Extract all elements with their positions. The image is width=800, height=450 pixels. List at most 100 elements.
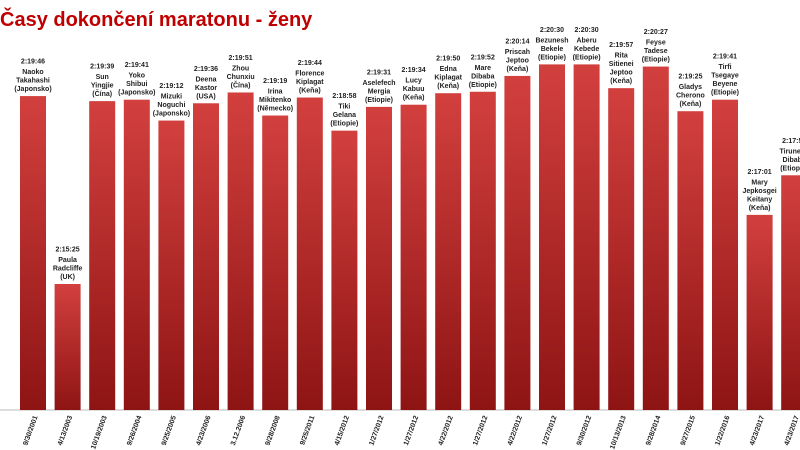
bar-annotation: Feyse	[646, 40, 666, 47]
bar	[158, 120, 185, 410]
bar-annotation: (Japonsko)	[153, 111, 190, 118]
value-label: 2:19:51	[229, 55, 253, 62]
bar-annotation: (Keňa)	[749, 205, 771, 212]
bar	[331, 130, 358, 410]
x-tick-label: 10/19/2003	[90, 415, 109, 450]
x-tick-label: 4/23/2017	[784, 415, 800, 447]
bar-annotation: Mergia	[368, 88, 391, 95]
bar-annotation: (Japonsko)	[118, 90, 155, 97]
value-label: 2:19:36	[194, 66, 218, 73]
bar-annotation: (Etiopie)	[538, 54, 566, 61]
chart-title: Časy dokončení maratonu - ženy	[0, 7, 313, 31]
x-tick-label: 1/27/2012	[368, 415, 385, 447]
bar	[573, 64, 600, 411]
x-tick-label: 9/28/2014	[645, 415, 662, 447]
bar	[54, 284, 81, 410]
bar-annotation: Kabuu	[403, 86, 425, 93]
value-label: 2:19:50	[436, 56, 460, 63]
x-tick-label: 1/22/2016	[714, 415, 731, 447]
bar	[123, 99, 150, 411]
value-label: 2:19:12	[159, 83, 183, 90]
value-label: 2:20:30	[540, 27, 564, 34]
bar-annotation: Jepkosgei	[742, 188, 776, 195]
x-tick-label: 4/23/2006	[195, 415, 212, 447]
bar	[504, 75, 531, 411]
bar-annotation: (Keňa)	[437, 83, 459, 90]
bar-annotation: Priscah	[505, 49, 530, 56]
bar	[366, 106, 392, 410]
value-label: 2:19:46	[21, 59, 45, 66]
x-tick-label: 4/15/2012	[334, 415, 351, 447]
bar-annotation: Kiplagat	[434, 75, 462, 82]
bar-annotation: Aberu	[576, 37, 596, 44]
bar	[193, 103, 219, 410]
x-tick-label: 9/28/2008	[265, 415, 282, 447]
bar	[642, 66, 669, 410]
bar	[89, 101, 116, 411]
bar-annotation: Sun	[96, 74, 109, 81]
bar-annotation: Tirfi	[718, 64, 731, 71]
bar-annotation: Bezunesh	[535, 37, 568, 44]
bar-annotation: Tirunesh	[779, 148, 800, 155]
bar-annotation: Kastor	[195, 85, 217, 92]
value-label: 2:19:52	[471, 54, 495, 61]
bar	[781, 175, 800, 410]
bar-annotation: Tadese	[644, 48, 668, 55]
value-label: 2:20:27	[644, 29, 668, 36]
bar-annotation: Shibui	[126, 81, 147, 88]
x-tick-label: 9/25/2011	[299, 415, 316, 446]
bar-annotation: Cherono	[676, 93, 705, 100]
bar-annotation: Jeptoo	[610, 70, 633, 77]
bar-annotation: Rita	[615, 53, 628, 60]
bar-annotation: (UK)	[60, 274, 75, 281]
value-label: 2:19:19	[263, 78, 287, 85]
value-label: 2:19:41	[713, 54, 737, 61]
x-tick-label: 4/13/2003	[57, 415, 74, 447]
bar-annotation: Jeptoo	[506, 57, 529, 64]
x-tick-label: 1/27/2012	[403, 415, 420, 447]
bar	[262, 115, 289, 411]
bar-annotation: Yoko	[128, 73, 145, 80]
bar-annotation: (Německo)	[257, 106, 293, 113]
x-tick-label: 10/13/2013	[609, 415, 628, 450]
bar-annotation: Paula	[58, 257, 77, 264]
bar	[712, 99, 738, 411]
x-tick-label: 9/27/2015	[680, 415, 697, 447]
bar	[677, 111, 704, 410]
bar-annotation: Dibaba	[471, 73, 494, 80]
bar-annotation: Irina	[268, 89, 283, 96]
bar	[400, 104, 427, 410]
x-tick-label: 4/22/2012	[507, 415, 524, 447]
bar-annotation: Tiki	[338, 104, 350, 111]
bar-annotation: (Etiopie)	[780, 165, 800, 172]
value-label: 2:20:14	[505, 38, 529, 45]
bar	[469, 91, 496, 410]
bar-annotation: (Etiopie)	[330, 121, 358, 128]
bar-annotation: Zhou	[232, 65, 249, 72]
bar-annotation: Lucy	[405, 78, 421, 85]
bar-annotation: Bekele	[541, 46, 564, 53]
bar-annotation: Florence	[295, 71, 324, 78]
bar-annotation: (Keňa)	[507, 66, 529, 73]
bar-annotation: Deena	[195, 76, 216, 83]
x-tick-label: 1/27/2012	[472, 415, 489, 447]
bar-annotation: Chunxiu	[227, 74, 255, 81]
value-label: 2:19:41	[125, 62, 149, 69]
bar-annotation: Gelana	[333, 112, 356, 119]
x-tick-label: 9/30/2012	[576, 415, 593, 447]
bar	[746, 214, 773, 410]
bar-annotation: Radcliffe	[53, 266, 83, 273]
bar-annotation: Kebede	[574, 46, 599, 53]
bar-annotation: Sitienei	[609, 61, 634, 68]
bar-annotation: (Keňa)	[680, 101, 702, 108]
value-label: 2:19:31	[367, 69, 391, 76]
bar-annotation: Gladys	[679, 84, 702, 91]
value-label: 2:17:56	[782, 138, 800, 145]
x-tick-label: 3.12.2006	[230, 415, 247, 447]
bar-annotation: Mary	[751, 179, 767, 186]
bar-annotation: Takahashi	[16, 78, 50, 85]
bar-annotation: Mizuki	[161, 94, 182, 101]
value-label: 2:19:57	[609, 42, 633, 49]
